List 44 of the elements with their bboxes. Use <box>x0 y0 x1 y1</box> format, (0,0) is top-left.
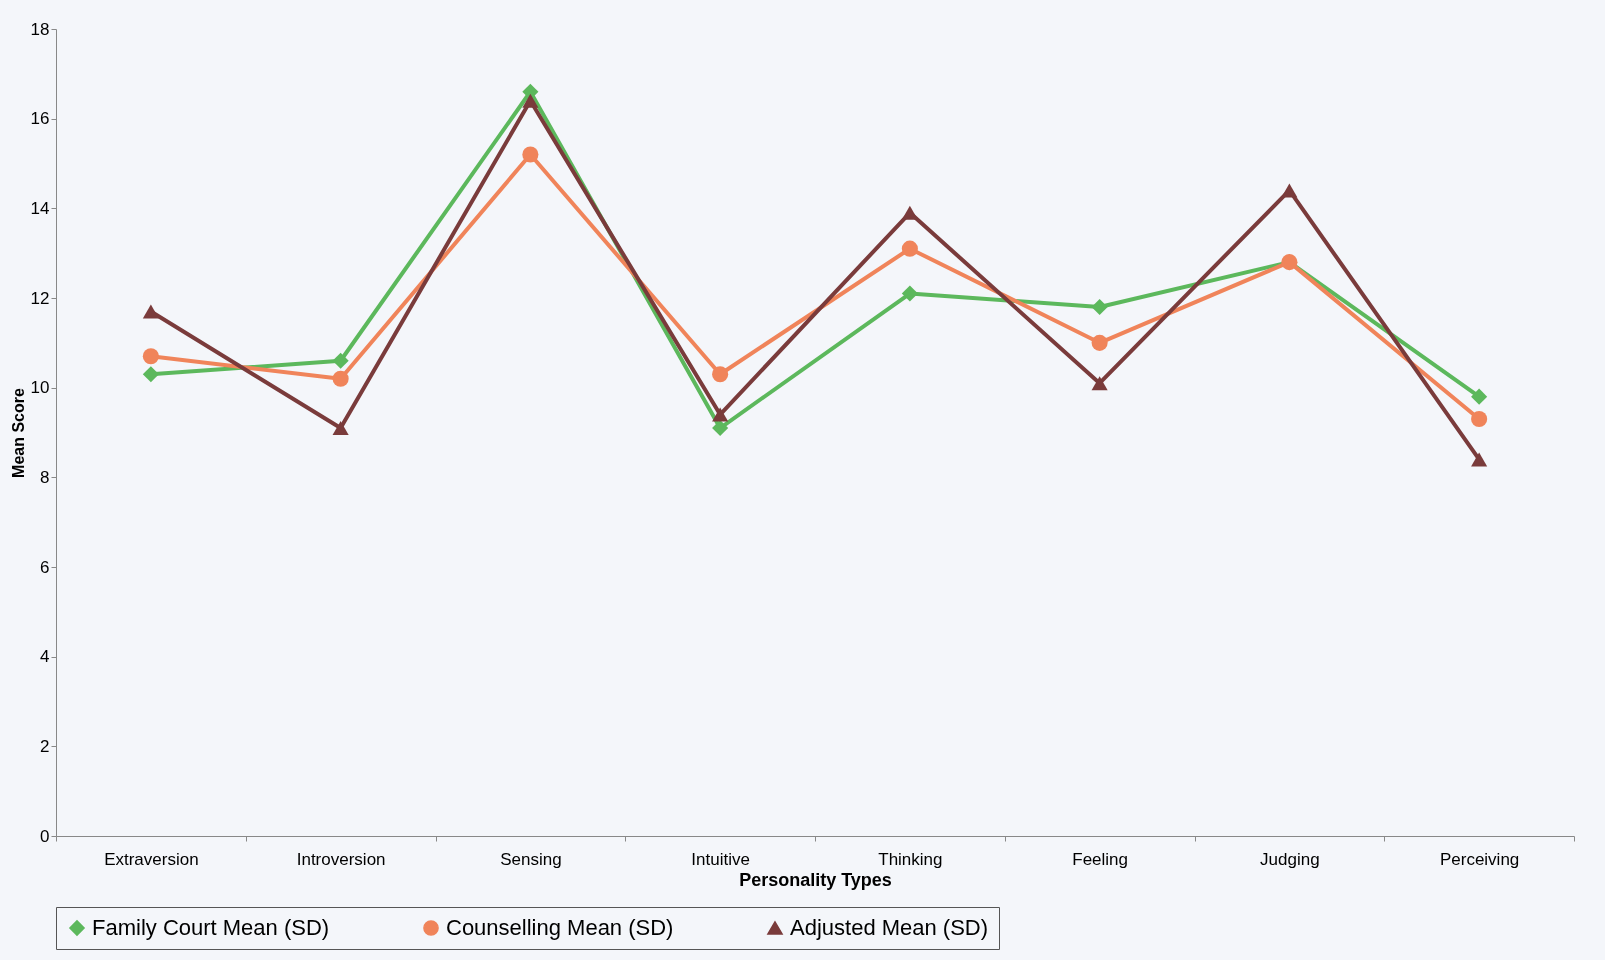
x-tick-label: Introversion <box>296 849 386 869</box>
point <box>1471 411 1488 428</box>
y-tick-label: 16 <box>30 109 50 129</box>
x-tick-label: Perceiving <box>1439 849 1520 869</box>
x-tick-label: Intuitive <box>691 849 750 869</box>
y-tick-label: 6 <box>40 557 50 577</box>
x-tick-label: Sensing <box>500 849 562 869</box>
legend-label: Counselling Mean (SD) <box>446 915 674 940</box>
point <box>522 93 539 108</box>
y-tick-label: 8 <box>40 467 50 487</box>
point <box>901 205 918 220</box>
point <box>332 370 349 387</box>
point <box>1091 376 1108 391</box>
point <box>712 419 729 437</box>
y-axis-title: Mean Score <box>9 387 27 478</box>
x-tick-label: Extraversion <box>104 849 199 869</box>
x-tick-label: Thinking <box>878 849 943 869</box>
point <box>142 366 159 383</box>
point <box>332 352 349 369</box>
point <box>1091 298 1108 316</box>
point <box>1281 183 1298 198</box>
point <box>901 285 918 302</box>
point <box>522 146 539 163</box>
point <box>1091 334 1108 351</box>
y-tick-label: 0 <box>40 826 50 846</box>
point <box>332 421 349 435</box>
x-tick-label: Feeling <box>1072 849 1129 869</box>
point <box>142 348 159 365</box>
legend-label: Adjusted Mean (SD) <box>790 915 989 940</box>
point <box>1471 452 1488 467</box>
y-tick-label: 12 <box>30 288 50 308</box>
y-tick-label: 14 <box>30 198 50 218</box>
y-tick-label: 4 <box>40 647 50 667</box>
y-tick-label: 2 <box>40 736 50 756</box>
x-tick-label: Judging <box>1260 849 1320 869</box>
legend-label: Family Court Mean (SD) <box>92 915 330 940</box>
point <box>901 240 918 257</box>
x-axis-title: Personality Types <box>739 869 892 890</box>
y-tick-label: 10 <box>30 378 50 398</box>
point <box>1471 388 1488 405</box>
point <box>712 366 729 383</box>
point <box>142 304 159 319</box>
point <box>712 407 729 422</box>
y-tick-label: 18 <box>30 19 50 39</box>
